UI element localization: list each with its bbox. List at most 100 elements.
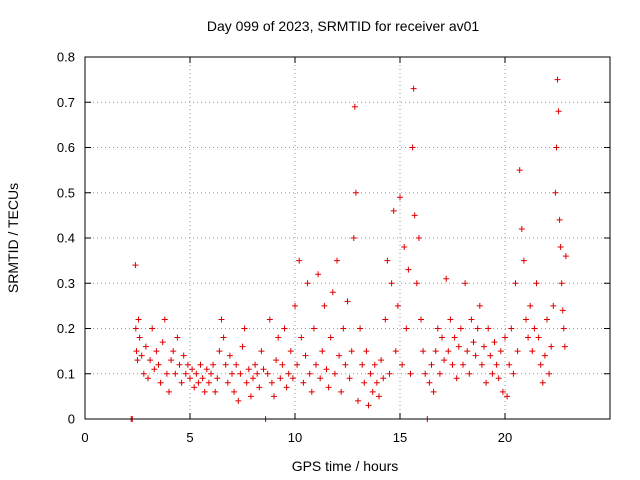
data-point: [559, 307, 566, 314]
data-point: [525, 334, 532, 341]
data-point: [275, 334, 282, 341]
data-point: [388, 280, 395, 287]
data-point: [260, 366, 267, 373]
data-point: [340, 325, 347, 332]
data-point: [208, 370, 214, 377]
data-point: [449, 361, 456, 368]
data-point: [504, 393, 511, 400]
data-point: [367, 370, 374, 377]
data-point: [302, 352, 309, 359]
x-tick-label: 10: [288, 430, 302, 445]
data-point: [338, 388, 345, 395]
data-point: [558, 280, 565, 287]
data-point: [493, 361, 500, 368]
data-point: [541, 352, 548, 359]
data-point: [176, 361, 183, 368]
data-point: [268, 379, 275, 386]
data-point: [235, 397, 242, 404]
data-point: [205, 379, 212, 386]
data-point: [491, 339, 498, 346]
x-tick-label: 5: [186, 430, 193, 445]
data-point: [273, 357, 280, 364]
data-point: [250, 375, 256, 382]
data-point: [495, 375, 502, 382]
y-tick-label: 0.6: [57, 140, 75, 155]
data-point: [403, 325, 410, 332]
data-point: [178, 379, 185, 386]
data-point: [386, 370, 393, 377]
data-point: [392, 348, 399, 355]
data-point: [361, 379, 368, 386]
data-point: [308, 388, 315, 395]
data-point: [241, 325, 248, 332]
data-point: [434, 325, 441, 332]
data-point: [384, 257, 391, 264]
data-point: [365, 402, 372, 409]
data-point: [310, 325, 317, 332]
data-point: [466, 370, 473, 377]
data-point: [355, 397, 361, 404]
data-point: [418, 316, 424, 323]
data-point: [306, 370, 313, 377]
data-point: [132, 262, 139, 269]
data-point: [556, 216, 563, 223]
data-point: [294, 361, 301, 368]
data-point: [535, 334, 542, 341]
data-point: [464, 348, 471, 355]
data-point: [457, 325, 464, 332]
data-point: [289, 375, 296, 382]
x-tick-label: 15: [393, 430, 407, 445]
data-point: [237, 370, 244, 377]
data-point: [140, 370, 147, 377]
data-point: [182, 370, 189, 377]
data-point: [212, 388, 219, 395]
data-point: [411, 212, 418, 219]
data-point: [323, 366, 330, 373]
x-tick-label: 0: [81, 430, 88, 445]
data-point: [523, 316, 529, 323]
data-point: [172, 370, 179, 377]
data-point: [508, 325, 515, 332]
data-point: [443, 275, 450, 282]
data-point: [315, 271, 322, 278]
data-point: [233, 361, 240, 368]
y-tick-label: 0: [68, 412, 75, 427]
data-point: [552, 189, 559, 196]
data-point: [378, 357, 385, 364]
data-point: [342, 361, 349, 368]
data-point: [201, 388, 208, 395]
data-point: [151, 366, 158, 373]
data-point: [502, 334, 508, 341]
data-point: [229, 370, 235, 377]
data-point: [529, 348, 536, 355]
data-point: [363, 348, 370, 355]
y-tick-label: 0.4: [57, 231, 75, 246]
data-point: [168, 357, 175, 364]
data-point: [346, 375, 353, 382]
data-point: [481, 343, 487, 350]
data-point: [304, 280, 311, 287]
data-point: [497, 348, 504, 355]
data-point: [550, 302, 557, 309]
data-point: [409, 144, 416, 151]
data-point: [512, 280, 519, 287]
data-point: [401, 244, 408, 251]
data-point: [382, 316, 389, 323]
data-point: [222, 361, 229, 368]
data-point: [331, 370, 338, 377]
data-point: [166, 388, 172, 395]
data-point: [319, 348, 326, 355]
data-point: [514, 348, 521, 355]
data-point: [153, 348, 160, 355]
data-point: [561, 343, 568, 350]
y-tick-label: 0.2: [57, 321, 75, 336]
data-point: [216, 348, 223, 355]
data-point: [187, 375, 193, 382]
data-point: [422, 370, 429, 377]
data-point: [470, 339, 477, 346]
data-point: [281, 325, 288, 332]
data-point: [157, 379, 164, 386]
data-point: [485, 325, 492, 332]
